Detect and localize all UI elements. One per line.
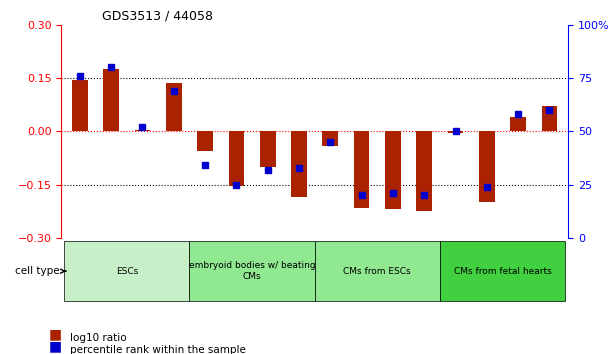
Text: ■: ■ [49,339,62,353]
Bar [510,117,526,131]
Text: CMs from ESCs: CMs from ESCs [343,267,411,276]
Bar [323,131,338,145]
FancyBboxPatch shape [315,241,440,301]
Text: ESCs: ESCs [115,267,138,276]
Bar [417,131,432,211]
Bar [197,131,213,151]
Text: percentile rank within the sample: percentile rank within the sample [70,346,246,354]
Text: ■: ■ [49,327,62,341]
Bar [479,131,495,202]
FancyBboxPatch shape [189,241,315,301]
Bar [541,107,557,131]
Bar [385,131,401,210]
Text: embryoid bodies w/ beating
CMs: embryoid bodies w/ beating CMs [189,262,315,281]
Bar [291,131,307,197]
Bar [103,69,119,131]
Bar [166,84,181,131]
Bar [354,131,370,208]
Text: cell type: cell type [15,266,66,276]
Bar [260,131,276,167]
Bar [72,80,88,131]
Bar [448,131,463,133]
Bar [229,131,244,186]
FancyBboxPatch shape [440,241,565,301]
Bar [134,130,150,131]
Text: GDS3513 / 44058: GDS3513 / 44058 [101,9,213,22]
Text: log10 ratio: log10 ratio [70,333,127,343]
Text: CMs from fetal hearts: CMs from fetal hearts [453,267,551,276]
FancyBboxPatch shape [64,241,189,301]
